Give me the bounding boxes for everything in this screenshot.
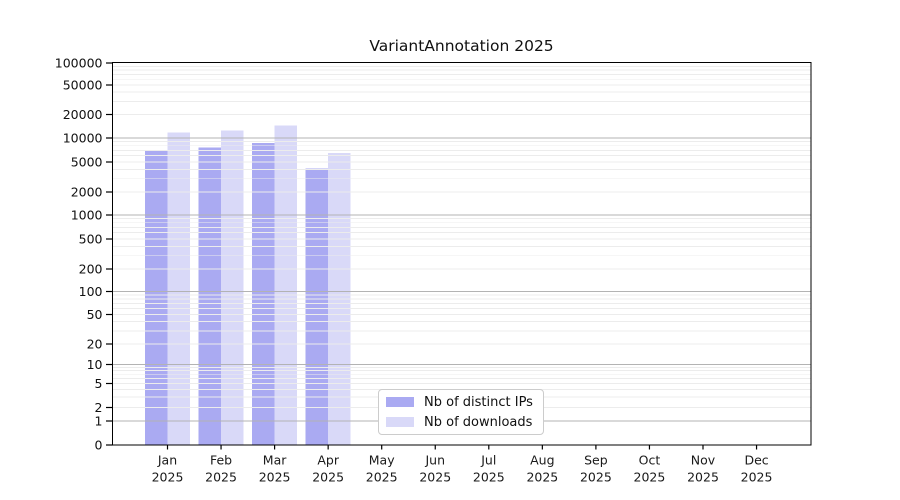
x-tick-label-year: 2025: [526, 470, 558, 485]
x-tick-label-month: Jun: [424, 453, 445, 468]
x-tick-label-year: 2025: [580, 470, 612, 485]
y-tick-label: 5: [95, 376, 103, 391]
y-tick-label: 20: [87, 337, 103, 352]
x-tick-label-year: 2025: [634, 470, 666, 485]
x-tick-label-month: Feb: [210, 453, 232, 468]
x-tick-label-year: 2025: [687, 470, 719, 485]
y-tick-label: 1: [95, 414, 103, 429]
bar-nb-of-distinct-ips-jan: [145, 150, 168, 445]
chart-title: VariantAnnotation 2025: [369, 37, 554, 55]
x-tick-label-year: 2025: [312, 470, 344, 485]
x-tick-label-month: Jan: [157, 453, 177, 468]
y-tick-label: 10000: [63, 131, 103, 146]
y-tick-label: 20000: [63, 107, 103, 122]
x-tick-label-month: Aug: [530, 453, 554, 468]
legend: Nb of distinct IPs Nb of downloads: [378, 389, 544, 435]
legend-item-distinct-ips: Nb of distinct IPs: [386, 395, 533, 410]
bar-nb-of-distinct-ips-mar: [252, 142, 275, 445]
x-tick-label-month: Nov: [691, 453, 716, 468]
legend-item-downloads: Nb of downloads: [386, 415, 533, 430]
x-tick-label-month: Jul: [480, 453, 496, 468]
y-tick-label: 10: [87, 357, 103, 372]
y-tick-label: 2: [95, 400, 103, 415]
x-tick-label-year: 2025: [473, 470, 505, 485]
x-tick-label-year: 2025: [419, 470, 451, 485]
legend-label-distinct-ips: Nb of distinct IPs: [424, 394, 533, 410]
x-tick-label-year: 2025: [152, 470, 184, 485]
x-tick-label-year: 2025: [205, 470, 237, 485]
x-tick-label-month: May: [369, 453, 395, 468]
bar-nb-of-downloads-feb: [221, 130, 244, 445]
y-tick-label: 50000: [63, 78, 103, 93]
legend-label-downloads: Nb of downloads: [424, 414, 533, 430]
legend-swatch-distinct-ips-icon: [386, 397, 414, 407]
y-tick-label: 100: [79, 284, 103, 299]
y-tick-label: 50: [87, 307, 103, 322]
y-tick-label: 500: [79, 232, 103, 247]
y-tick-label: 1000: [71, 208, 103, 223]
x-tick-label-month: Dec: [744, 453, 768, 468]
bar-nb-of-downloads-jan: [167, 132, 190, 445]
y-tick-label: 200: [79, 262, 103, 277]
x-tick-label-year: 2025: [741, 470, 773, 485]
x-tick-label-year: 2025: [366, 470, 398, 485]
y-tick-label: 100000: [55, 56, 103, 71]
x-tick-label-year: 2025: [259, 470, 291, 485]
y-tick-label: 5000: [71, 155, 103, 170]
x-tick-label-month: Sep: [584, 453, 608, 468]
x-tick-label-month: Oct: [639, 453, 661, 468]
x-tick-label-month: Mar: [263, 453, 287, 468]
bar-nb-of-downloads-mar: [274, 125, 298, 445]
x-tick-label-month: Apr: [317, 453, 339, 468]
y-tick-label: 2000: [71, 185, 103, 200]
bar-nb-of-distinct-ips-apr: [305, 168, 329, 445]
y-tick-label: 0: [95, 438, 103, 453]
legend-swatch-downloads-icon: [386, 417, 414, 427]
plot-border: [111, 61, 812, 446]
